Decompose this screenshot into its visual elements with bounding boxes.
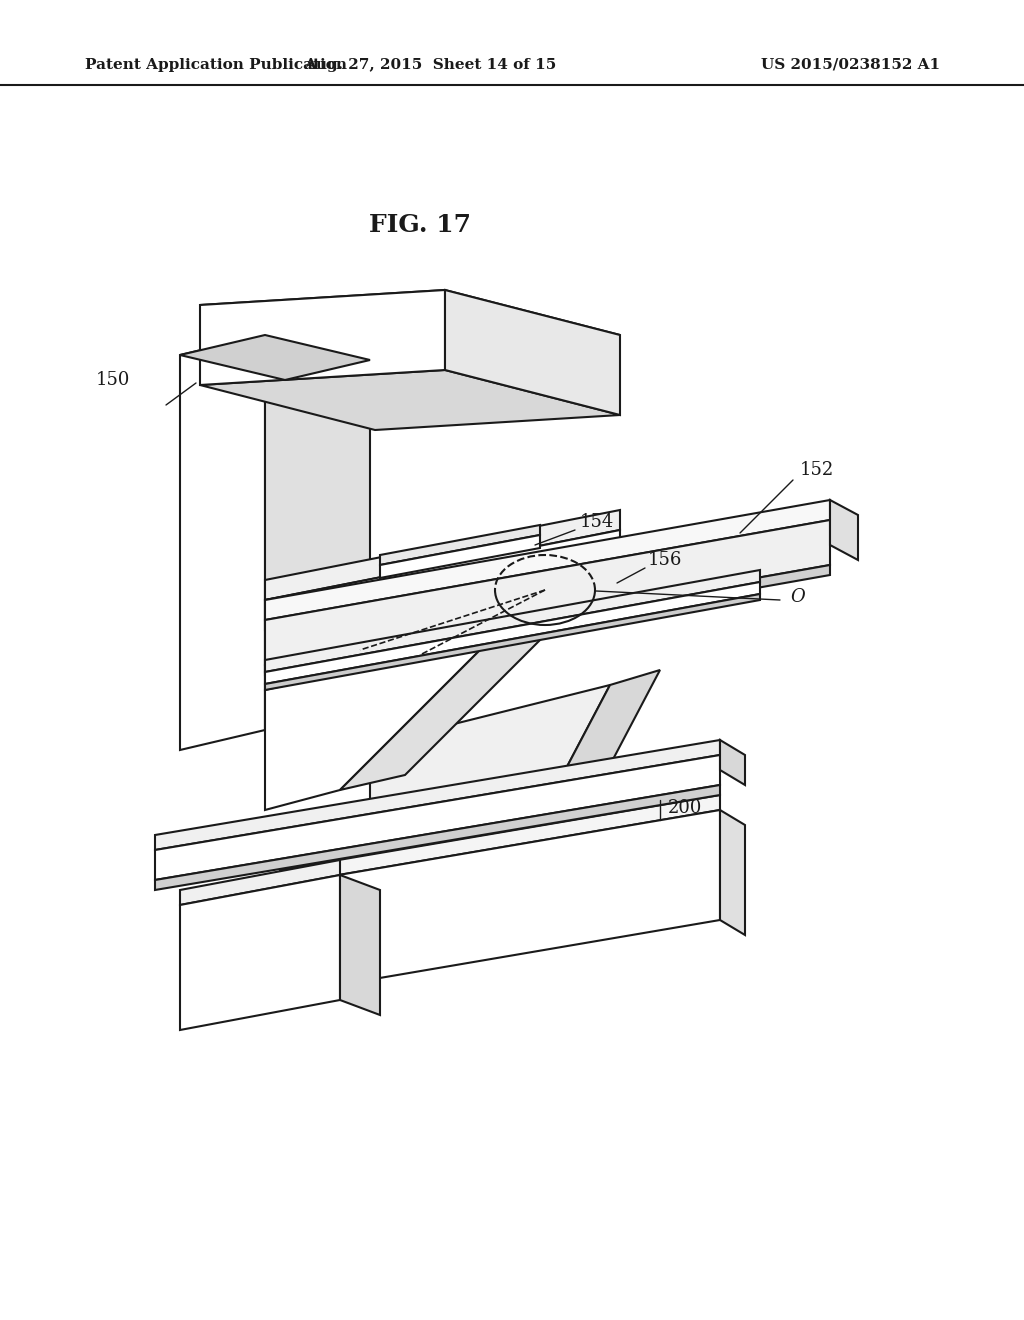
Polygon shape (155, 741, 720, 850)
Polygon shape (720, 810, 745, 935)
Polygon shape (280, 795, 720, 884)
Polygon shape (265, 582, 760, 684)
Polygon shape (265, 510, 620, 601)
Text: 154: 154 (580, 513, 614, 531)
Polygon shape (340, 875, 380, 1015)
Polygon shape (445, 290, 620, 414)
Polygon shape (265, 570, 760, 672)
Polygon shape (265, 531, 620, 630)
Polygon shape (280, 810, 720, 995)
Polygon shape (200, 370, 620, 430)
Polygon shape (265, 500, 830, 620)
Polygon shape (155, 755, 720, 880)
Text: 150: 150 (95, 371, 130, 389)
Polygon shape (370, 685, 610, 820)
Text: 200: 200 (668, 799, 702, 817)
Text: 152: 152 (800, 461, 835, 479)
Polygon shape (200, 290, 445, 385)
Text: 156: 156 (648, 550, 682, 569)
Text: FIG. 17: FIG. 17 (369, 213, 471, 238)
Polygon shape (180, 335, 265, 750)
Polygon shape (560, 671, 660, 780)
Polygon shape (720, 741, 745, 785)
Polygon shape (265, 640, 490, 810)
Text: US 2015/0238152 A1: US 2015/0238152 A1 (761, 58, 940, 73)
Polygon shape (180, 335, 370, 380)
Text: Patent Application Publication: Patent Application Publication (85, 58, 347, 73)
Polygon shape (180, 875, 340, 1030)
Text: O: O (790, 587, 805, 606)
Polygon shape (265, 594, 760, 690)
Polygon shape (340, 624, 555, 789)
Polygon shape (155, 785, 720, 890)
Polygon shape (200, 290, 620, 350)
Text: Aug. 27, 2015  Sheet 14 of 15: Aug. 27, 2015 Sheet 14 of 15 (304, 58, 556, 73)
Polygon shape (380, 535, 540, 578)
Polygon shape (265, 520, 830, 665)
Polygon shape (180, 861, 340, 906)
Polygon shape (265, 565, 830, 675)
Polygon shape (265, 335, 370, 755)
Polygon shape (830, 500, 858, 560)
Polygon shape (380, 525, 540, 565)
